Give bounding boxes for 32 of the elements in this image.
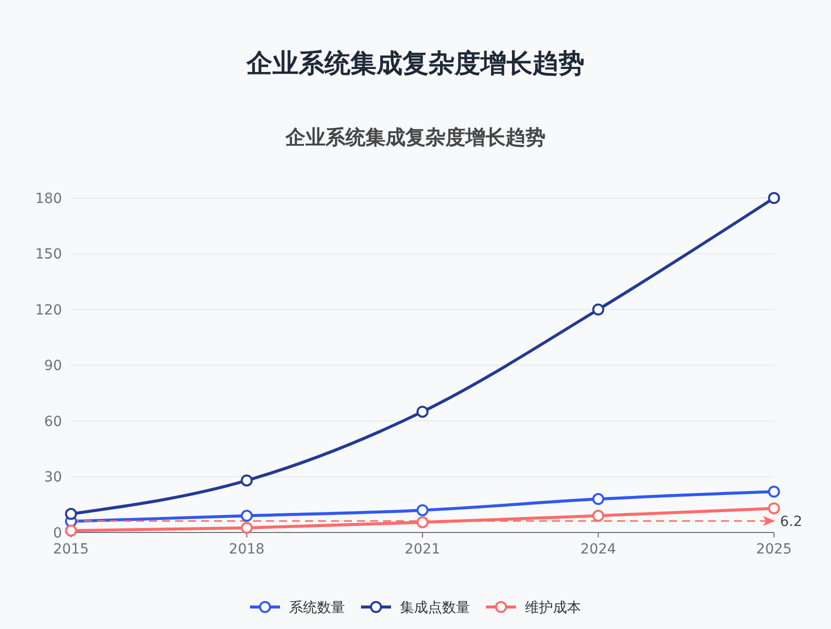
point [768, 192, 780, 204]
point [65, 524, 77, 537]
ref-line-label: 6.2 [780, 514, 802, 530]
y-tick-label: 30 [44, 470, 62, 486]
x-tick-label: 2021 [404, 542, 440, 558]
legend-label: 系统数量 [289, 600, 345, 616]
point [592, 493, 604, 506]
point [240, 510, 253, 522]
legend-label: 集成点数量 [400, 600, 470, 616]
chart-subtitle: 企业系统集成复杂度增长趋势 [284, 125, 546, 149]
point [592, 510, 604, 522]
x-tick-label: 2018 [228, 542, 265, 558]
y-tick-label: 120 [35, 302, 62, 318]
point [65, 508, 77, 520]
point [416, 516, 428, 528]
point [768, 486, 780, 498]
y-tick-label: 180 [35, 190, 62, 207]
y-tick-label: 90 [44, 358, 62, 374]
point [240, 522, 253, 534]
x-tick-label: 2025 [756, 542, 792, 558]
y-tick-label: 60 [44, 414, 62, 430]
point [768, 502, 780, 514]
chart-title: 企业系统集成复杂度增长趋势 [246, 49, 584, 79]
point [416, 504, 428, 516]
x-tick-label: 2024 [580, 542, 616, 558]
y-tick-label: 0 [53, 525, 62, 542]
y-tick-label: 150 [35, 246, 62, 263]
point [592, 304, 604, 316]
point [240, 474, 253, 486]
x-tick-label: 2015 [53, 542, 89, 558]
point [416, 406, 428, 418]
legend-label: 维护成本 [525, 600, 581, 616]
